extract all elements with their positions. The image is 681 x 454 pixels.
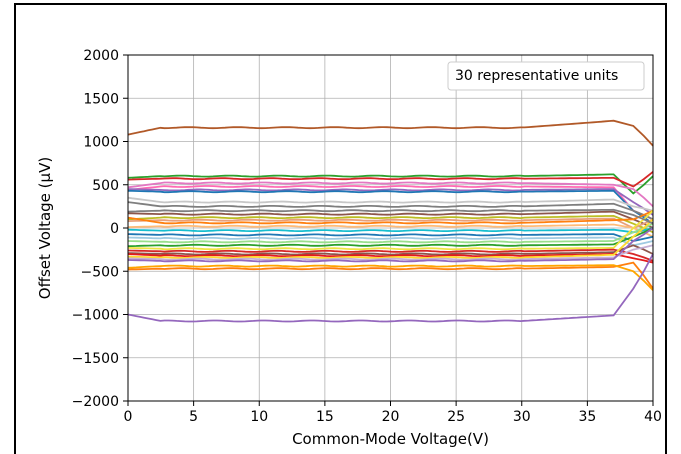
series-line-16 (127, 233, 654, 242)
frame-border-top (14, 3, 667, 5)
series-line-8 (127, 196, 654, 212)
series-line-26 (127, 227, 654, 263)
x-tick-label-1: 5 (189, 409, 198, 425)
x-axis-label: Common-Mode Voltage(V) (292, 430, 489, 448)
series-line-25 (127, 244, 654, 261)
series-line-13 (127, 209, 654, 225)
series-line-17 (127, 236, 654, 247)
legend-box (447, 61, 645, 91)
series-line-6 (127, 188, 654, 216)
series-line-28 (127, 264, 654, 291)
x-tick-label-8: 40 (644, 409, 662, 425)
series-line-2 (127, 173, 654, 195)
series-line-10 (127, 210, 654, 229)
series-line-12 (127, 217, 654, 229)
y-axis-label: Offset Voltage (µV) (36, 157, 54, 299)
y-tick-label-5: 500 (92, 178, 119, 194)
series-line-27 (127, 261, 654, 290)
y-tick-label-4: 0 (110, 221, 119, 237)
x-tick-label-2: 10 (250, 409, 268, 425)
grid (127, 54, 654, 402)
x-tick-label-3: 15 (316, 409, 334, 425)
series-line-22 (127, 244, 654, 256)
y-tick-label-0: −2000 (72, 394, 119, 410)
y-tick-label-3: −500 (81, 264, 119, 280)
legend: 30 representative units (447, 61, 645, 91)
series-line-20 (127, 210, 654, 251)
series-line-29 (127, 253, 654, 323)
x-tick-label-4: 20 (382, 409, 400, 425)
y-tick-label-8: 2000 (83, 48, 119, 64)
frame-border-right (665, 3, 667, 454)
series-line-24 (127, 218, 654, 259)
series-line-5 (127, 185, 654, 221)
series-line-23 (127, 253, 654, 264)
y-tick-label-6: 1000 (83, 135, 119, 151)
series-line-15 (127, 227, 654, 234)
x-axis: 0 5 10 15 20 25 30 35 40 (124, 401, 662, 425)
y-tick-label-2: −1000 (72, 308, 119, 324)
legend-text: 30 representative units (455, 68, 618, 84)
series-line-9 (127, 201, 654, 221)
x-tick-label-0: 0 (124, 409, 133, 425)
y-tick-label-7: 1500 (83, 91, 119, 107)
series-line-7 (127, 189, 654, 225)
y-axis: −2000 −1500 −1000 −500 0 500 1000 1500 2000 (72, 48, 128, 410)
series-line-11 (127, 214, 654, 234)
x-tick-label-6: 30 (513, 409, 531, 425)
series-line-18 (127, 222, 654, 244)
x-tick-label-5: 25 (447, 409, 465, 425)
frame-border-left (14, 3, 16, 454)
series-line-21 (127, 248, 654, 262)
series-line-3 (127, 171, 654, 188)
x-tick-label-7: 35 (578, 409, 596, 425)
series-line-14 (127, 223, 654, 238)
series-line-1 (127, 119, 654, 147)
series-line-19 (127, 227, 654, 248)
series-layer (127, 119, 654, 323)
y-tick-label-1: −1500 (72, 351, 119, 367)
series-line-4 (127, 181, 654, 208)
series-line-30 (127, 208, 654, 225)
